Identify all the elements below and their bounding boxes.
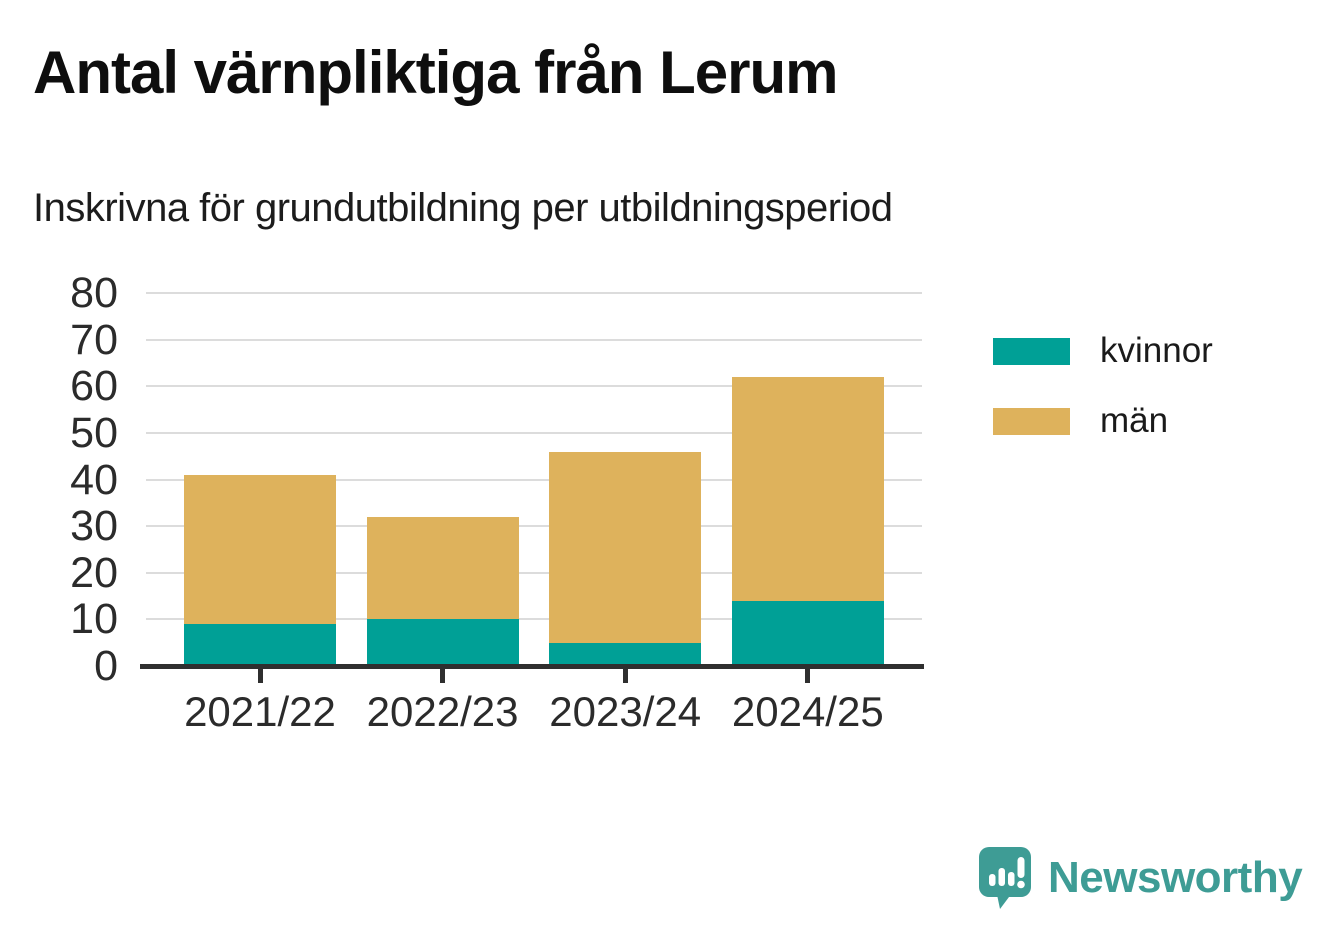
bar-segment-män-2024-25 xyxy=(731,376,884,601)
gridline-20 xyxy=(146,571,922,574)
y-axis-tick-label-50: 50 xyxy=(70,408,118,457)
legend-item-män: män xyxy=(993,401,1213,441)
legend: kvinnor män xyxy=(993,331,1213,441)
y-axis-tick-label-40: 40 xyxy=(70,455,118,504)
x-axis-tick-2022-23 xyxy=(440,669,446,683)
y-axis-tick-label-0: 0 xyxy=(94,642,118,690)
y-axis-tick-label-60: 60 xyxy=(70,362,118,411)
y-axis-tick-label-10: 10 xyxy=(70,595,118,644)
chart-subtitle: Inskrivna för grundutbildning per utbild… xyxy=(33,186,893,230)
bar-segment-kvinnor-2024-25 xyxy=(731,600,884,666)
bar-segment-män-2021-22 xyxy=(184,474,336,625)
gridline-10 xyxy=(146,618,922,621)
gridline-30 xyxy=(146,525,922,528)
legend-label-män: män xyxy=(1100,401,1169,440)
gridline-80 xyxy=(146,292,922,294)
gridline-50 xyxy=(146,431,922,434)
newsworthy-logo-text: Newsworthy xyxy=(1048,853,1303,902)
y-axis-tick-label-20: 20 xyxy=(70,548,118,597)
y-axis-tick-label-70: 70 xyxy=(70,315,118,364)
gridline-60 xyxy=(146,385,922,388)
chart-title: Antal värnpliktiga från Lerum xyxy=(33,39,838,106)
x-axis-tick-2023-24 xyxy=(622,669,628,683)
x-axis-tick-2024-25 xyxy=(805,669,811,683)
y-axis-tick-label-80: 80 xyxy=(70,269,118,317)
bar-segment-kvinnor-2021-22 xyxy=(184,624,336,666)
legend-swatch-kvinnor xyxy=(993,337,1070,365)
legend-label-kvinnor: kvinnor xyxy=(1100,331,1213,370)
x-axis-tick-label-2024-25: 2024/25 xyxy=(731,688,884,735)
x-axis-tick-label-2022-23: 2022/23 xyxy=(366,688,519,735)
bar-segment-män-2022-23 xyxy=(366,516,519,620)
y-axis-tick-label-30: 30 xyxy=(70,502,118,551)
legend-swatch-män xyxy=(993,407,1070,435)
bar-segment-kvinnor-2022-23 xyxy=(366,619,519,666)
x-axis-line xyxy=(140,664,924,669)
legend-item-kvinnor: kvinnor xyxy=(993,331,1213,371)
x-axis-tick-label-2023-24: 2023/24 xyxy=(549,688,702,735)
plot-area xyxy=(146,292,922,666)
x-axis-tick-label-2021-22: 2021/22 xyxy=(184,688,336,735)
bar-segment-kvinnor-2023-24 xyxy=(549,642,702,666)
bar-segment-män-2023-24 xyxy=(549,451,702,643)
x-axis-tick-2021-22 xyxy=(257,669,263,683)
newsworthy-logo-icon xyxy=(979,847,1031,909)
gridline-40 xyxy=(146,478,922,481)
newsworthy-logo: Newsworthy xyxy=(978,846,1303,910)
gridline-70 xyxy=(146,338,922,341)
